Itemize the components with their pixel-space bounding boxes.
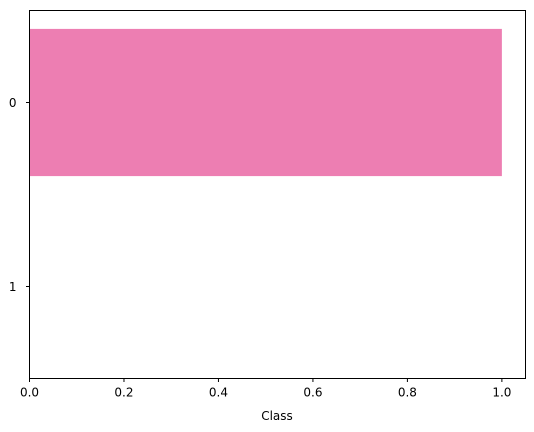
plot-frame	[29, 10, 526, 379]
y-axis: 01	[9, 96, 30, 294]
y-tick-label-0: 0	[9, 96, 17, 110]
x-tick-label-5: 1.0	[492, 386, 511, 400]
bar-0	[29, 28, 502, 177]
bars-group	[29, 28, 502, 177]
y-tick-label-1: 1	[9, 280, 17, 294]
x-tick-label-4: 0.8	[398, 386, 417, 400]
x-tick-label-1: 0.2	[114, 386, 133, 400]
x-tick-label-0: 0.0	[20, 386, 39, 400]
x-tick-label-2: 0.4	[209, 386, 228, 400]
x-axis-label: Class	[261, 409, 293, 423]
x-axis: 0.0 0.2 0.4 0.6 0.8 1.0	[20, 378, 511, 400]
x-tick-label-3: 0.6	[303, 386, 322, 400]
